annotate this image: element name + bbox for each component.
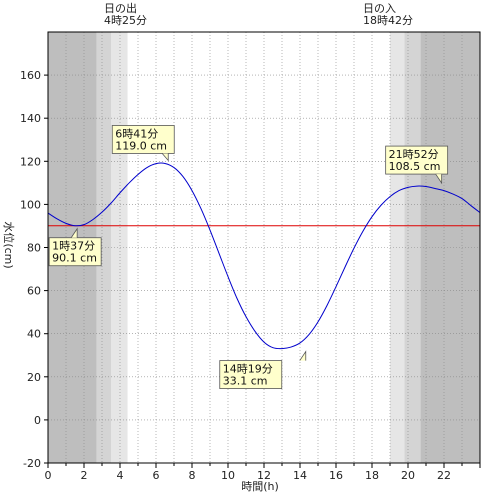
sunset-label: 日の入 [363,2,396,15]
y-tick-label: 40 [27,328,41,341]
x-tick-label: 4 [117,469,124,482]
annotation-box [219,360,283,389]
sunset-time: 18時42分 [363,14,413,27]
x-tick-label: 2 [81,469,88,482]
y-axis-label: 水位(cm) [2,221,16,268]
annotation-time: 6時41分 [115,127,158,140]
annotation-value: 90.1 cm [52,252,97,265]
x-tick-label: 12 [257,469,271,482]
x-tick-label: 16 [329,469,343,482]
x-axis-label: 時間(h) [241,480,279,493]
band-twilight2 [96,32,111,463]
annotation-pointer [299,350,307,361]
tide-line [47,162,481,350]
band-twilight1 [111,32,128,463]
annotation-box [111,125,175,154]
annotation-time: 21時52分 [389,148,439,161]
y-tick-label: -20 [23,457,41,470]
y-tick-label: 60 [27,285,41,298]
annotation-pointer [70,227,78,238]
x-tick-label: 20 [401,469,415,482]
annotation-value: 119.0 cm [115,139,167,152]
x-tick-label: 6 [153,469,160,482]
annotation-pointer [161,153,169,162]
sunrise-label: 日の出 [104,1,137,15]
annotation-value: 33.1 cm [223,375,268,388]
y-tick-label: 80 [27,242,41,255]
annotation-pointer [435,173,443,185]
y-tick-label: 160 [20,69,41,82]
annotation-box [385,145,449,175]
annotation-time: 1時37分 [52,240,95,253]
x-tick-label: 8 [189,469,196,482]
y-tick-label: 120 [20,155,41,168]
annotation-value: 108.5 cm [389,160,441,173]
y-tick-label: 140 [20,112,41,125]
y-tick-label: 0 [34,414,41,427]
x-tick-label: 0 [45,469,52,482]
axis-ticks: 0 2 4 6 8 10 12 14 16 18 20 22 -20 0 20 40 60 80 100 120 140… [20,69,481,482]
band-twilight2 [404,32,421,463]
x-tick-label: 18 [365,469,379,482]
x-tick-label: 14 [293,469,307,482]
y-tick-label: 100 [20,198,41,211]
annotation-time: 14時19分 [223,363,273,376]
x-tick-label: 10 [221,469,235,482]
y-tick-label: 20 [27,371,41,384]
band-twilight1 [390,32,405,463]
x-tick-label: 22 [437,469,451,482]
sunrise-time: 4時25分 [104,14,147,27]
